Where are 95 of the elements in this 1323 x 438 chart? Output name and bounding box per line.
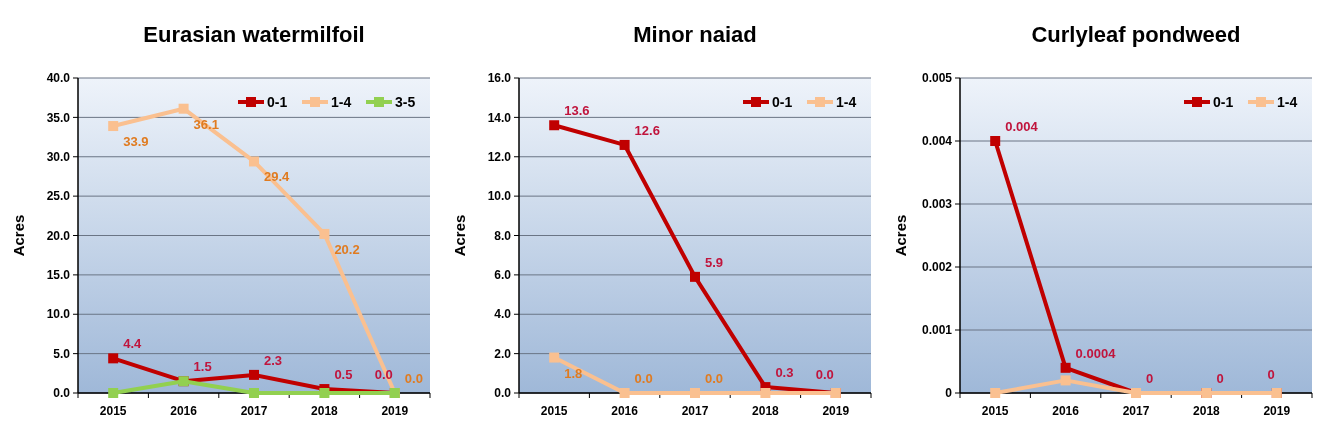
x-tick-label: 2018: [752, 404, 780, 418]
data-label: 0: [1216, 371, 1224, 386]
legend-label: 0-1: [1213, 93, 1234, 110]
x-tick-label: 2015: [99, 404, 127, 418]
y-tick-label: 5.0: [53, 346, 71, 361]
chart-title: Minor naiad: [633, 22, 757, 47]
data-label: 0.0: [374, 367, 393, 382]
y-tick-label: 0.002: [921, 260, 953, 275]
y-tick-label: 0.003: [921, 197, 953, 212]
y-tick-label: 25.0: [46, 189, 71, 204]
data-label: 0.3: [775, 365, 794, 381]
point: [619, 388, 630, 398]
data-label: 1.8: [564, 365, 583, 381]
point: [108, 121, 119, 132]
y-tick-label: 30.0: [46, 149, 71, 164]
data-label: 29.4: [264, 169, 291, 185]
point: [249, 156, 259, 167]
point: [108, 388, 119, 398]
y-tick-label: 0.004: [921, 134, 953, 149]
x-tick-label: 2016: [611, 404, 639, 418]
point: [108, 353, 119, 364]
data-label: 0.0: [705, 371, 724, 386]
x-tick-label: 2015: [981, 404, 1009, 418]
point: [249, 369, 259, 380]
x-tick-label: 2019: [1263, 404, 1291, 418]
point: [319, 228, 330, 239]
y-tick-label: 14.0: [487, 110, 512, 125]
point: [249, 388, 259, 398]
y-tick-label: 15.0: [46, 268, 71, 283]
y-tick-label: 20.0: [46, 228, 71, 243]
y-tick-label: 0.0: [53, 386, 71, 401]
legend-label: 1-4: [331, 93, 352, 110]
x-tick-label: 2018: [311, 404, 339, 418]
legend-label: 0-1: [772, 93, 793, 110]
y-axis-title: Acres: [892, 214, 909, 257]
data-label: 0.0: [634, 371, 653, 386]
point: [178, 103, 189, 114]
y-axis-title: Acres: [451, 214, 468, 257]
y-tick-label: 0.005: [921, 71, 953, 86]
data-label: 13.6: [564, 103, 590, 119]
chart-title: Curlyleaf pondweed: [1031, 22, 1241, 47]
y-tick-label: 0.001: [921, 323, 953, 338]
point: [1060, 362, 1071, 373]
x-tick-label: 2018: [1193, 404, 1221, 418]
point: [319, 388, 330, 398]
data-label: 0.0004: [1075, 345, 1117, 361]
x-tick-label: 2016: [170, 404, 198, 418]
y-tick-label: 10.0: [46, 307, 71, 322]
point: [690, 388, 700, 398]
x-tick-label: 2015: [540, 404, 568, 418]
data-label: 0.004: [1005, 119, 1039, 134]
x-tick-label: 2019: [822, 404, 850, 418]
data-label: 20.2: [334, 241, 360, 257]
point: [549, 120, 560, 131]
y-tick-label: 0: [945, 386, 953, 401]
legend-label: 1-4: [836, 93, 857, 110]
y-tick-label: 10.0: [487, 189, 512, 204]
y-tick-label: 2.0: [494, 346, 512, 361]
legend-label: 0-1: [267, 93, 288, 110]
x-tick-label: 2017: [1122, 404, 1150, 418]
y-tick-label: 6.0: [494, 268, 512, 283]
point: [549, 352, 560, 363]
point: [1060, 375, 1071, 386]
x-tick-label: 2019: [381, 404, 409, 418]
y-tick-label: 8.0: [494, 228, 512, 243]
data-label: 1.5: [193, 359, 212, 375]
y-tick-label: 4.0: [494, 307, 512, 322]
data-label: 12.6: [634, 122, 660, 138]
data-label: 2.3: [264, 352, 283, 368]
point: [619, 139, 630, 150]
point: [760, 388, 771, 398]
legend-label: 3-5: [395, 93, 416, 110]
y-tick-label: 40.0: [46, 71, 71, 86]
data-label: 5.9: [705, 254, 724, 270]
data-label: 33.9: [123, 134, 149, 150]
y-tick-label: 16.0: [487, 71, 512, 86]
legend-label: 1-4: [1277, 93, 1298, 110]
data-label: 4.4: [123, 336, 143, 352]
x-tick-label: 2016: [1052, 404, 1080, 418]
data-label: 0.0: [404, 371, 423, 386]
point: [690, 271, 700, 282]
chart-title: Eurasian watermilfoil: [143, 22, 365, 47]
x-tick-label: 2017: [240, 404, 268, 418]
data-label: 0.0: [815, 367, 834, 382]
data-label: 0: [1146, 371, 1154, 386]
data-label: 0.5: [334, 367, 353, 383]
data-label: 0: [1267, 367, 1275, 382]
y-axis-title: Acres: [10, 214, 27, 257]
x-tick-label: 2017: [681, 404, 709, 418]
y-tick-label: 12.0: [487, 149, 512, 164]
point: [990, 388, 1001, 398]
y-tick-label: 0.0: [494, 386, 512, 401]
point: [990, 136, 1001, 146]
data-label: 36.1: [193, 116, 219, 132]
y-tick-label: 35.0: [46, 110, 71, 125]
